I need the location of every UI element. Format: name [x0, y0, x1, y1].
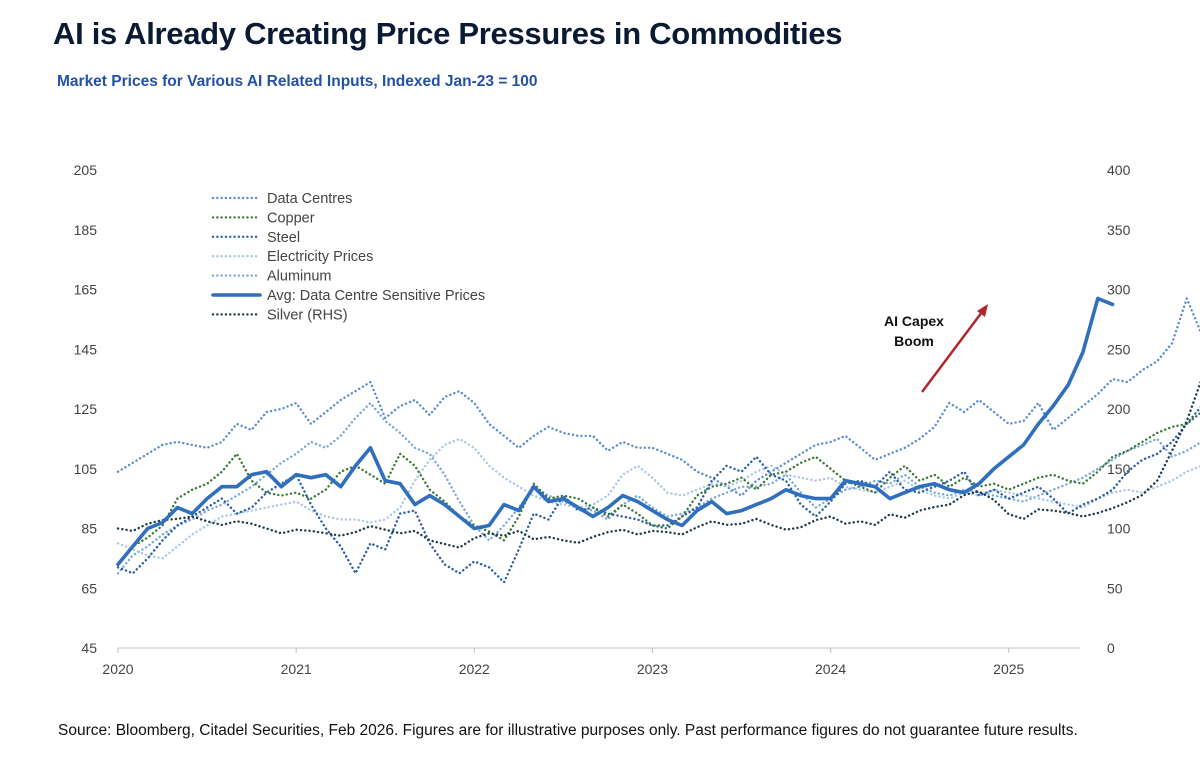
- series-line-data-centres: [116, 297, 1200, 497]
- y-axis-right: 400 350 300 250 200 150 100 50 0: [1107, 162, 1131, 656]
- series-line-aluminum: [116, 401, 1200, 575]
- y-right-tick-label: 0: [1107, 640, 1115, 656]
- y-right-tick-label: 400: [1107, 162, 1131, 178]
- y-left-tick-label: 85: [81, 521, 97, 537]
- series-line-copper: [116, 411, 1200, 566]
- legend: Data Centres Copper Steel Electricity Price…: [211, 191, 485, 323]
- x-tick-label: 2021: [281, 661, 312, 677]
- series-line-electricity-prices: [116, 437, 1200, 560]
- chart-subtitle: Market Prices for Various AI Related Inp…: [57, 73, 538, 90]
- x-tick-label: 2020: [102, 661, 133, 677]
- y-right-tick-label: 100: [1107, 521, 1131, 537]
- y-left-tick-label: 125: [74, 401, 98, 417]
- y-left-tick-label: 65: [81, 580, 97, 596]
- x-tick-label: 2025: [993, 661, 1024, 677]
- x-tick-label: 2022: [459, 661, 490, 677]
- annotation-text: Boom: [894, 333, 934, 349]
- y-right-tick-label: 300: [1107, 282, 1131, 298]
- y-left-tick-label: 105: [74, 461, 98, 477]
- y-left-tick-label: 205: [74, 162, 98, 178]
- y-right-tick-label: 200: [1107, 401, 1131, 417]
- legend-label: Electricity Prices: [267, 249, 373, 265]
- y-right-tick-label: 350: [1107, 222, 1131, 238]
- page-title: AI is Already Creating Price Pressures i…: [53, 16, 843, 51]
- series-layer: [116, 296, 1200, 584]
- y-right-tick-label: 50: [1107, 580, 1123, 596]
- legend-label: Copper: [267, 210, 315, 226]
- series-line-avg-data-centre-sensitive-prices: [116, 296, 1115, 567]
- y-left-tick-label: 45: [81, 640, 97, 656]
- annotation-arrow-head: [977, 304, 988, 317]
- y-left-tick-label: 165: [74, 282, 98, 298]
- y-right-tick-label: 250: [1107, 341, 1131, 357]
- source-note: Source: Bloomberg, Citadel Securities, F…: [58, 722, 1078, 739]
- line-chart: 205 185 165 145 125 105 85 65 45 400 350 300 250 200…: [74, 162, 1200, 677]
- legend-label: Aluminum: [267, 269, 331, 285]
- x-axis: 2020 2021 2022 2023 2024 2025: [102, 648, 1025, 677]
- y-right-tick-label: 150: [1107, 461, 1131, 477]
- annotation-ai-capex-boom: AI Capex Boom: [884, 304, 988, 393]
- y-axis-left: 205 185 165 145 125 105 85 65 45: [74, 162, 98, 656]
- y-left-tick-label: 185: [74, 222, 98, 238]
- legend-label: Data Centres: [267, 191, 352, 207]
- x-tick-label: 2024: [815, 661, 846, 677]
- legend-label: Steel: [267, 230, 300, 246]
- x-tick-label: 2023: [637, 661, 668, 677]
- y-left-tick-label: 145: [74, 341, 98, 357]
- legend-label: Silver (RHS): [267, 307, 348, 323]
- legend-label: Avg: Data Centre Sensitive Prices: [267, 288, 485, 304]
- annotation-arrow-shaft: [921, 311, 983, 393]
- series-line-silver-rhs: [116, 380, 1200, 549]
- annotation-text: AI Capex: [884, 313, 944, 329]
